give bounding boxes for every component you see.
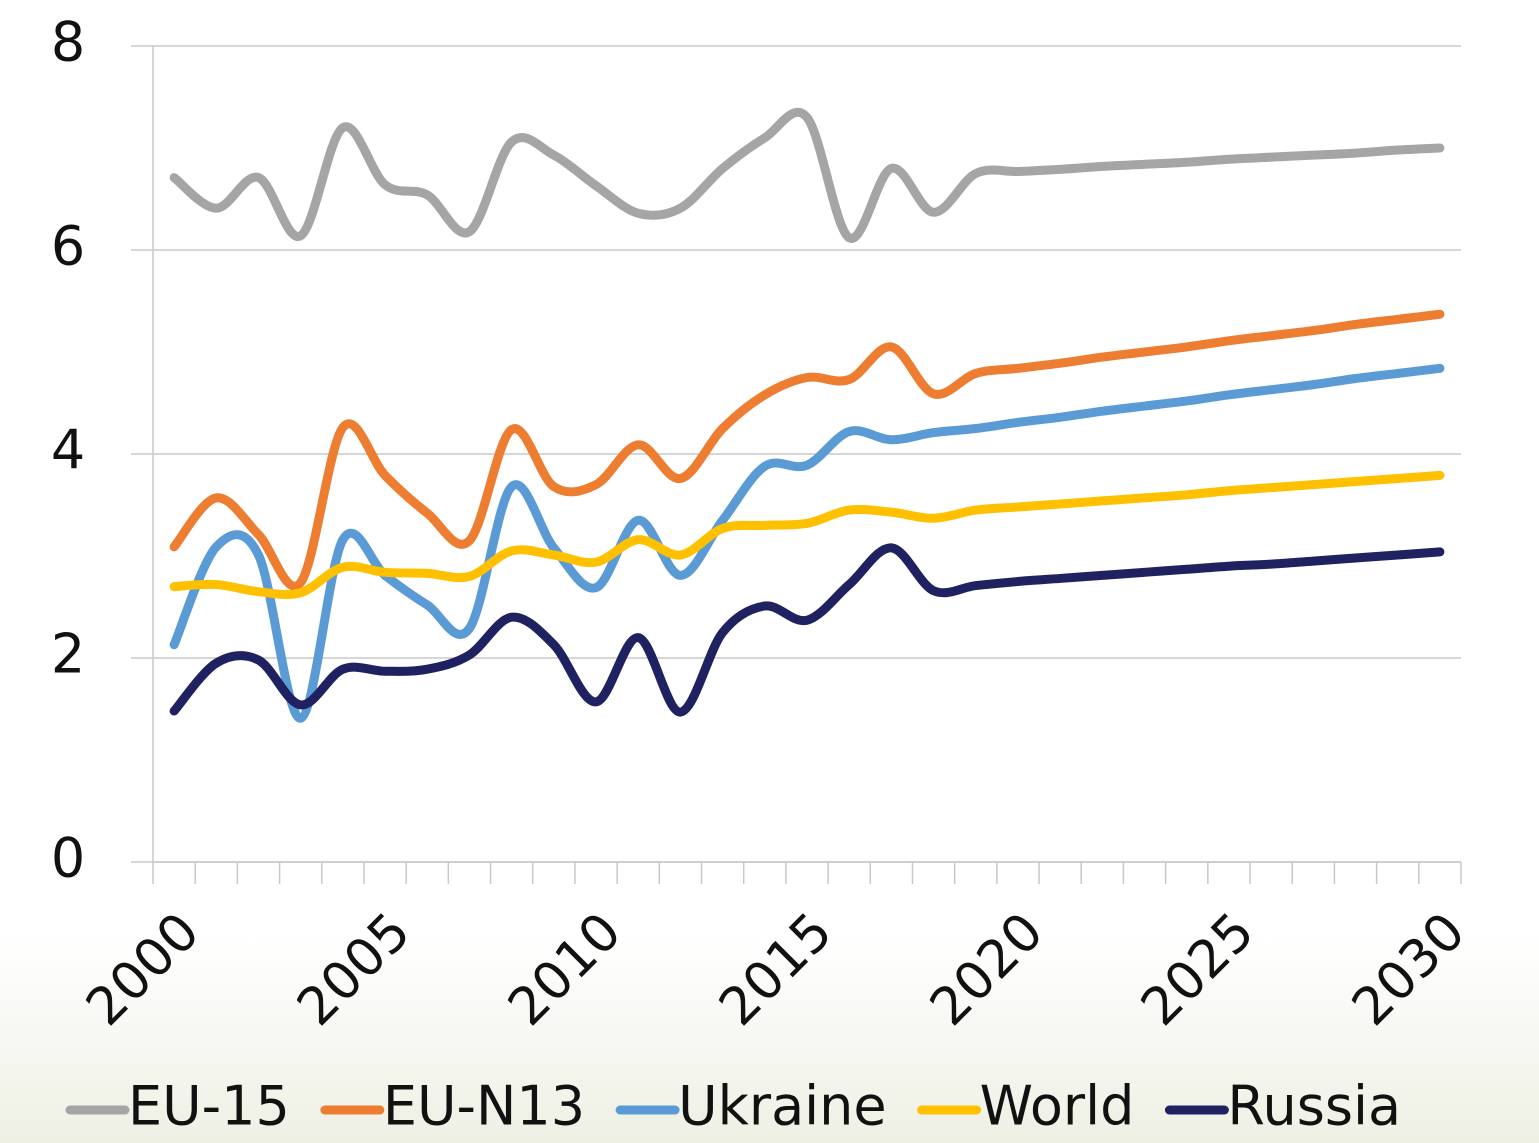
series-line (169, 363, 1445, 723)
legend-label: EU-15 (128, 1075, 290, 1138)
y-tick-label: 2 (51, 623, 85, 686)
series-line (169, 309, 1445, 591)
legend-label: World (980, 1075, 1135, 1138)
legend-label: EU-N13 (383, 1075, 585, 1138)
series-line (169, 107, 1445, 243)
lines (169, 107, 1445, 723)
series-line (169, 470, 1445, 600)
y-tick-label: 8 (51, 11, 85, 74)
series-line (169, 543, 1445, 717)
y-tick-label: 4 (51, 419, 85, 482)
y-tick-label: 6 (51, 215, 85, 278)
legend-label: Russia (1227, 1075, 1401, 1138)
legend-label: Ukraine (678, 1075, 887, 1138)
y-tick-label: 0 (51, 827, 85, 890)
legend: EU-15 EU-N13 Ukraine World Russia (65, 1075, 1401, 1138)
